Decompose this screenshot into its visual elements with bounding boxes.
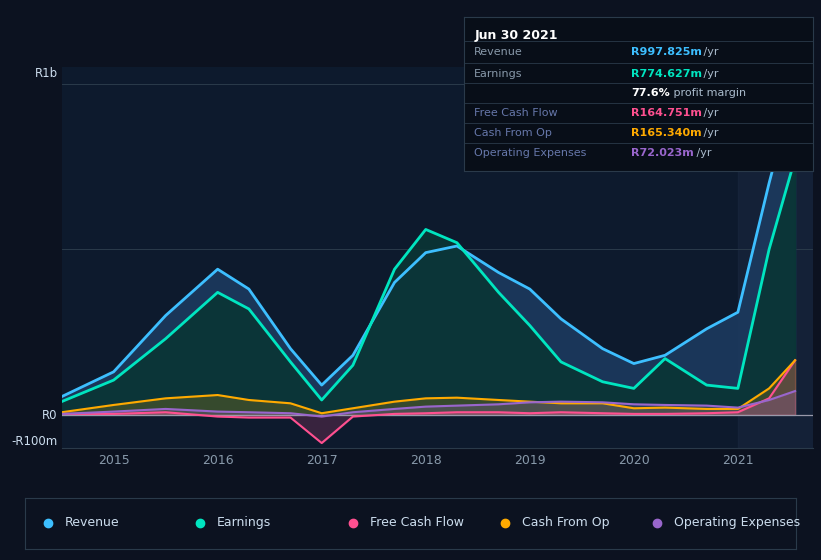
Text: /yr: /yr <box>700 128 719 138</box>
Text: R72.023m: R72.023m <box>631 148 694 158</box>
Text: Cash From Op: Cash From Op <box>522 516 609 529</box>
Text: R1b: R1b <box>34 67 57 80</box>
Text: Revenue: Revenue <box>65 516 119 529</box>
Text: Operating Expenses: Operating Expenses <box>674 516 800 529</box>
Text: R164.751m: R164.751m <box>631 108 702 118</box>
Bar <box>738 67 813 448</box>
Text: Jun 30 2021: Jun 30 2021 <box>475 29 557 42</box>
Text: Free Cash Flow: Free Cash Flow <box>475 108 558 118</box>
Text: /yr: /yr <box>700 69 719 79</box>
Text: /yr: /yr <box>700 47 719 57</box>
Text: Operating Expenses: Operating Expenses <box>475 148 587 158</box>
Text: R0: R0 <box>43 409 57 422</box>
Text: R997.825m: R997.825m <box>631 47 702 57</box>
Text: -R100m: -R100m <box>11 435 57 448</box>
Text: R165.340m: R165.340m <box>631 128 702 138</box>
Text: /yr: /yr <box>700 108 719 118</box>
Text: R774.627m: R774.627m <box>631 69 702 79</box>
Text: profit margin: profit margin <box>670 88 745 98</box>
Text: Earnings: Earnings <box>218 516 272 529</box>
Text: 77.6%: 77.6% <box>631 88 670 98</box>
Text: Earnings: Earnings <box>475 69 523 79</box>
Text: Revenue: Revenue <box>475 47 523 57</box>
Text: /yr: /yr <box>693 148 711 158</box>
Text: Cash From Op: Cash From Op <box>475 128 553 138</box>
Text: Free Cash Flow: Free Cash Flow <box>369 516 464 529</box>
